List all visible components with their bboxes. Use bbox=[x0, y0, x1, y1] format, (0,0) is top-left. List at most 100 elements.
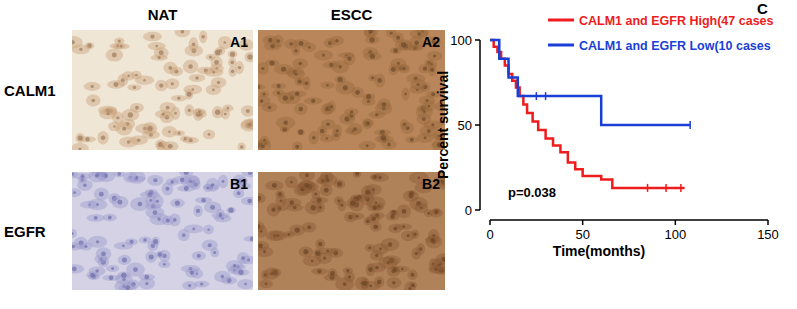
nucleus bbox=[326, 249, 329, 252]
cell bbox=[358, 141, 376, 150]
x-tick bbox=[675, 220, 677, 225]
cell bbox=[206, 54, 216, 61]
nucleus bbox=[401, 268, 403, 270]
nucleus bbox=[353, 127, 357, 131]
nucleus bbox=[72, 267, 77, 272]
cell bbox=[151, 195, 163, 208]
plot-area bbox=[490, 40, 690, 192]
cell bbox=[271, 83, 286, 89]
cell bbox=[347, 123, 362, 135]
nucleus bbox=[402, 209, 407, 214]
nucleus bbox=[91, 85, 94, 88]
nucleus bbox=[320, 129, 325, 134]
cell bbox=[146, 206, 165, 218]
micrograph-bg bbox=[72, 172, 253, 290]
nucleus bbox=[375, 254, 378, 257]
nucleus bbox=[221, 275, 225, 279]
nucleus bbox=[72, 172, 74, 175]
cell bbox=[276, 116, 295, 129]
cell bbox=[147, 175, 163, 186]
cell bbox=[156, 251, 164, 258]
cell bbox=[228, 58, 237, 67]
cell bbox=[185, 268, 198, 278]
nucleus bbox=[101, 251, 106, 256]
cell bbox=[177, 185, 195, 191]
cell bbox=[241, 197, 253, 205]
nucleus bbox=[122, 127, 126, 131]
nucleus bbox=[295, 73, 297, 75]
cell bbox=[264, 267, 279, 279]
nucleus bbox=[294, 49, 297, 52]
nucleus bbox=[135, 74, 138, 77]
censor-mark bbox=[536, 92, 538, 100]
nucleus bbox=[311, 205, 316, 210]
cell bbox=[261, 103, 277, 113]
cell bbox=[284, 39, 298, 48]
cell bbox=[416, 243, 425, 255]
cell bbox=[425, 235, 442, 249]
nucleus bbox=[397, 62, 400, 65]
nucleus bbox=[113, 125, 115, 127]
nucleus bbox=[177, 132, 180, 135]
cell bbox=[107, 80, 125, 88]
cell bbox=[273, 35, 284, 48]
nucleus bbox=[96, 240, 99, 243]
cell bbox=[241, 105, 253, 116]
nucleus bbox=[165, 187, 169, 191]
nucleus bbox=[440, 180, 443, 183]
nucleus bbox=[200, 282, 203, 285]
nucleus bbox=[181, 30, 185, 34]
cell bbox=[122, 71, 135, 80]
nucleus bbox=[299, 107, 303, 111]
nucleus bbox=[184, 186, 189, 191]
cell bbox=[183, 137, 199, 144]
cell bbox=[237, 142, 245, 150]
nucleus bbox=[367, 100, 370, 103]
cell bbox=[378, 133, 389, 143]
cell bbox=[203, 130, 215, 140]
micrograph-bg bbox=[258, 172, 445, 290]
cell bbox=[106, 265, 119, 272]
nucleus bbox=[155, 45, 158, 48]
nucleus bbox=[373, 224, 378, 229]
nucleus bbox=[403, 123, 406, 126]
nucleus bbox=[377, 78, 382, 83]
nucleus bbox=[324, 188, 329, 193]
nucleus bbox=[337, 199, 340, 202]
cell bbox=[119, 136, 138, 147]
nucleus bbox=[207, 228, 209, 230]
nucleus bbox=[248, 123, 251, 126]
nucleus bbox=[162, 113, 165, 116]
cell bbox=[318, 174, 338, 187]
nucleus bbox=[355, 90, 360, 95]
cell bbox=[97, 131, 109, 145]
cell bbox=[292, 141, 302, 150]
cell bbox=[203, 184, 212, 192]
nucleus bbox=[213, 251, 216, 254]
cell bbox=[183, 60, 199, 74]
nucleus bbox=[410, 273, 414, 277]
nucleus bbox=[125, 285, 130, 290]
cell bbox=[328, 268, 338, 278]
nucleus bbox=[258, 224, 260, 229]
micrograph bbox=[72, 30, 253, 150]
cell bbox=[194, 281, 210, 288]
cell bbox=[163, 62, 177, 74]
nucleus bbox=[305, 81, 309, 85]
figure: NATESCCCALM1EGFRA1A2B1B2C050100050100150… bbox=[0, 0, 797, 309]
cell bbox=[173, 176, 192, 184]
nucleus bbox=[407, 234, 410, 237]
cell bbox=[407, 270, 417, 280]
y-tick-label: 0 bbox=[465, 203, 472, 218]
nucleus bbox=[222, 180, 225, 183]
nucleus bbox=[290, 181, 293, 184]
nucleus bbox=[214, 60, 219, 65]
nucleus bbox=[136, 176, 139, 179]
cell bbox=[320, 134, 334, 142]
nucleus bbox=[423, 67, 427, 71]
nucleus bbox=[317, 198, 322, 203]
cell bbox=[311, 268, 328, 275]
nucleus bbox=[281, 67, 286, 72]
nucleus bbox=[108, 216, 112, 220]
nucleus bbox=[127, 75, 130, 78]
